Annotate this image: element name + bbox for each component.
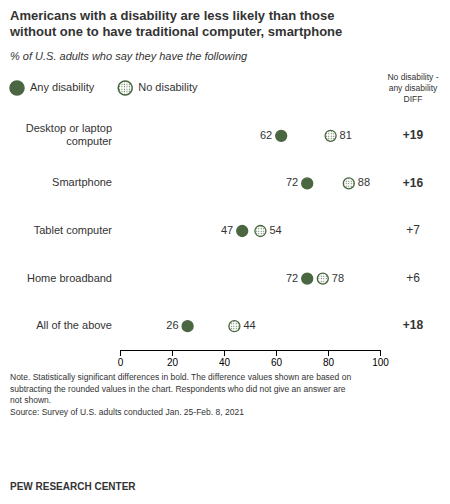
category-label-line: Home broadband (27, 272, 112, 284)
dot (302, 273, 313, 284)
category-label: Tablet computer (34, 224, 113, 236)
x-tick-label: 80 (323, 357, 335, 368)
category-label-line: Tablet computer (34, 224, 113, 236)
x-tick-mark (328, 350, 329, 356)
x-axis: 0 20 40 60 80 100 (118, 350, 390, 368)
series (182, 130, 313, 331)
data-label: 78 (332, 272, 344, 284)
x-tick-label: 0 (118, 357, 124, 368)
legend: Any disability No disability (10, 81, 198, 95)
category-label-line: Desktop or laptop (26, 122, 112, 134)
x-tick-mark (276, 350, 277, 356)
diff-label: +18 (403, 318, 424, 332)
note-line: not shown. (10, 395, 51, 405)
subtitle: % of U.S. adults who say they have the f… (10, 50, 248, 62)
data-label: 26 (166, 319, 178, 331)
dot (276, 130, 287, 141)
data-label: 72 (286, 272, 298, 284)
data-labels: 62 72 47 72 26 81 88 54 78 44 (166, 129, 370, 331)
title-line: without one to have traditional computer… (9, 24, 342, 39)
diff-header-line: any disability (389, 83, 438, 93)
category-label-line: Smartphone (52, 176, 112, 188)
x-tick: 40 (219, 350, 231, 368)
x-tick-label: 20 (167, 357, 179, 368)
category-label: All of the above (36, 319, 112, 331)
legend-item: Any disability (10, 81, 95, 95)
note-line: Source: Survey of U.S. adults conducted … (10, 407, 244, 417)
dot (325, 130, 336, 141)
x-axis-line (121, 351, 381, 357)
data-label: 88 (358, 176, 370, 188)
series (229, 130, 354, 331)
chart: Americans with a disability are less lik… (0, 0, 450, 504)
x-tick: 100 (372, 350, 389, 368)
data-label: 54 (269, 224, 281, 236)
source-label: PEW RESEARCH CENTER (10, 481, 136, 492)
x-tick: 60 (271, 350, 283, 368)
x-tick-mark (224, 350, 225, 356)
note: Note. Statistically significant differen… (10, 372, 351, 417)
dot (317, 273, 328, 284)
diff-label: +19 (403, 128, 424, 142)
title-line: Americans with a disability are less lik… (10, 8, 334, 23)
x-tick-label: 60 (271, 357, 283, 368)
diff-header: No disability -any disabilityDIFF (387, 72, 438, 104)
category-label: Desktop or laptopcomputer (26, 122, 113, 147)
title: Americans with a disability are less lik… (9, 8, 342, 39)
x-tick: 0 (118, 350, 124, 368)
legend-label: Any disability (30, 81, 95, 93)
diff-column: +19 +16 +7 +6 +18 (403, 128, 424, 332)
marks (182, 130, 354, 331)
category-label: Home broadband (27, 272, 112, 284)
x-tick-mark (380, 350, 381, 356)
data-label: 72 (286, 176, 298, 188)
data-label: 81 (340, 129, 352, 141)
legend-symbol (118, 81, 132, 95)
dot (255, 226, 266, 237)
dot (229, 321, 240, 332)
data-label: 62 (260, 129, 272, 141)
diff-label: +6 (406, 271, 420, 285)
diff-header-line: No disability - (387, 72, 438, 82)
category-label: Smartphone (52, 176, 112, 188)
data-label: 47 (221, 224, 233, 236)
x-tick-mark (172, 350, 173, 356)
diff-label: +16 (403, 176, 424, 190)
diff-header-line: DIFF (404, 94, 423, 104)
legend-label: No disability (138, 81, 198, 93)
legend-symbol (10, 81, 24, 95)
note-line: subtracting the rounded values in the ch… (10, 384, 346, 394)
category-label-line: computer (66, 135, 112, 147)
x-tick: 80 (323, 350, 335, 368)
x-tick-mark (120, 350, 121, 356)
diff-label: +7 (406, 223, 420, 237)
dot (302, 178, 313, 189)
x-tick-label: 100 (372, 357, 389, 368)
category-labels: Desktop or laptopcomputer Smartphone Table… (26, 122, 113, 331)
data-label: 44 (243, 319, 255, 331)
legend-item: No disability (118, 81, 198, 95)
x-tick-label: 40 (219, 357, 231, 368)
category-label-line: All of the above (36, 319, 112, 331)
note-line: Note. Statistically significant differen… (10, 372, 351, 382)
dot (343, 178, 354, 189)
x-tick: 20 (167, 350, 179, 368)
dot (182, 321, 193, 332)
dot (237, 226, 248, 237)
